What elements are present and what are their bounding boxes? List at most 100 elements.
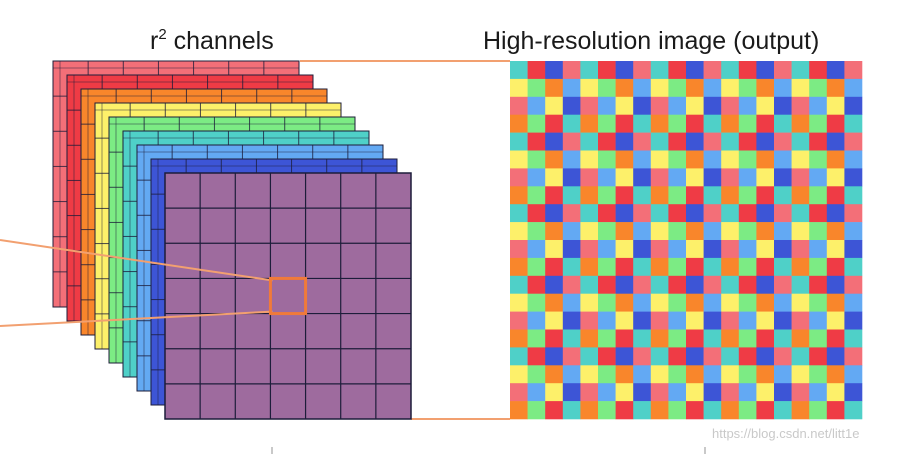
- output-pixel: [633, 61, 652, 80]
- output-pixel: [580, 150, 599, 169]
- output-pixel: [615, 78, 634, 98]
- output-pixel: [686, 365, 704, 384]
- output-pixel: [527, 329, 546, 348]
- output-pixel: [826, 186, 845, 205]
- output-pixel: [686, 329, 704, 348]
- output-pixel: [756, 132, 775, 151]
- output-pixel: [738, 240, 757, 259]
- output-pixel: [580, 275, 599, 294]
- output-pixel: [650, 114, 669, 133]
- output-pixel: [580, 293, 599, 312]
- output-pixel: [756, 293, 775, 312]
- output-pixel: [527, 96, 546, 115]
- connector-lines: [300, 60, 510, 420]
- output-pixel: [580, 168, 599, 187]
- output-pixel: [721, 365, 740, 384]
- output-pixel: [580, 96, 599, 115]
- output-pixel: [686, 204, 704, 223]
- output-pixel: [510, 78, 528, 98]
- output-pixel: [791, 257, 810, 277]
- output-pixel: [738, 78, 757, 98]
- output-pixel: [510, 365, 528, 384]
- output-pixel: [686, 401, 704, 420]
- output-pixel: [633, 132, 652, 151]
- output-pixel: [774, 293, 792, 312]
- output-pixel: [774, 311, 792, 330]
- front-channel: [164, 172, 412, 420]
- output-pixel: [633, 114, 652, 133]
- output-pixel: [562, 347, 581, 366]
- projection-line-top: [0, 239, 273, 282]
- output-pixel: [826, 401, 845, 420]
- output-pixel: [721, 347, 740, 366]
- output-pixel: [756, 365, 775, 384]
- output-pixel: [580, 132, 599, 151]
- output-pixel: [545, 240, 564, 259]
- output-pixel: [774, 347, 792, 366]
- output-pixel: [809, 168, 828, 187]
- output-pixel: [562, 168, 581, 187]
- output-pixel: [598, 114, 616, 133]
- output-pixel: [598, 257, 616, 277]
- output-pixel: [791, 168, 810, 187]
- output-pixel: [562, 311, 581, 330]
- output-pixel: [703, 240, 722, 259]
- output-pixel: [598, 329, 616, 348]
- output-pixel: [650, 329, 669, 348]
- output-pixel: [527, 222, 546, 241]
- output-pixel: [633, 186, 652, 205]
- output-pixel: [598, 347, 616, 366]
- output-pixel: [703, 257, 722, 277]
- output-pixel: [791, 275, 810, 294]
- output-pixel: [756, 401, 775, 420]
- output-pixel: [615, 222, 634, 241]
- output-pixel: [650, 240, 669, 259]
- output-pixel: [703, 222, 722, 241]
- output-pixel: [703, 204, 722, 223]
- output-pixel: [738, 114, 757, 133]
- output-pixel: [686, 114, 704, 133]
- output-pixel: [580, 78, 599, 98]
- output-pixel: [791, 61, 810, 80]
- output-pixel: [527, 401, 546, 420]
- output-pixel: [615, 401, 634, 420]
- output-pixel: [510, 240, 528, 259]
- output-pixel: [650, 150, 669, 169]
- output-pixel: [650, 365, 669, 384]
- output-pixel: [826, 293, 845, 312]
- output-pixel: [844, 204, 863, 223]
- output-pixel: [686, 257, 704, 277]
- output-pixel: [562, 401, 581, 420]
- output-pixel: [510, 347, 528, 366]
- output-pixel: [791, 222, 810, 241]
- output-pixel: [774, 275, 792, 294]
- output-pixel: [703, 401, 722, 420]
- output-pixel: [510, 132, 528, 151]
- output-pixel: [633, 78, 652, 98]
- output-pixel: [527, 150, 546, 169]
- output-pixel: [721, 96, 740, 115]
- output-pixel: [809, 401, 828, 420]
- output-pixel: [774, 96, 792, 115]
- output-pixel: [510, 222, 528, 241]
- output-pixel: [774, 78, 792, 98]
- highlighted-pixel-group: [0, 239, 706, 454]
- output-pixel: [703, 275, 722, 294]
- output-pixel: [562, 78, 581, 98]
- output-pixel: [510, 275, 528, 294]
- output-pixel: [844, 78, 863, 98]
- output-pixel: [668, 257, 687, 277]
- output-pixel: [721, 401, 740, 420]
- output-pixel: [545, 150, 564, 169]
- output-pixel: [844, 365, 863, 384]
- output-pixel: [686, 311, 704, 330]
- output-pixel: [598, 365, 616, 384]
- output-pixel: [580, 114, 599, 133]
- output-pixel: [844, 168, 863, 187]
- output-pixel: [703, 132, 722, 151]
- output-pixel: [527, 240, 546, 259]
- output-pixel: [615, 186, 634, 205]
- output-pixel: [650, 168, 669, 187]
- output-pixel: [686, 275, 704, 294]
- output-pixel: [562, 240, 581, 259]
